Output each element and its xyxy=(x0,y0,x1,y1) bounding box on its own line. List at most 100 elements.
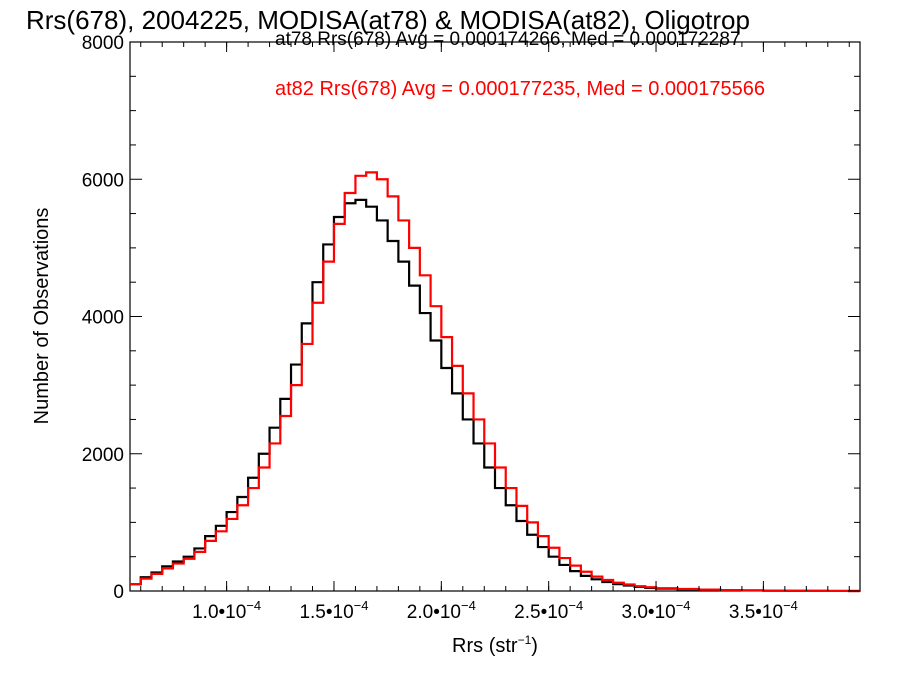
series-at82-point xyxy=(139,577,142,580)
series-at82-point xyxy=(504,487,507,489)
series-at82-point xyxy=(419,274,421,277)
series-at78-point xyxy=(204,535,206,537)
series-at82-point xyxy=(515,505,518,507)
x-tick-label-mantissa: 2.0•10 xyxy=(407,602,461,623)
series-at78-point xyxy=(365,205,367,208)
series-at82-point xyxy=(204,540,206,542)
series-at78-point xyxy=(215,525,217,527)
series-at78-point xyxy=(472,442,475,445)
series-at82-point xyxy=(365,171,367,174)
series-at82-point xyxy=(129,583,131,585)
x-axis-label-sup: −1 xyxy=(518,633,532,647)
series-at82-point xyxy=(236,504,239,507)
series-at82-point xyxy=(386,195,389,198)
series-at78-point xyxy=(494,487,496,489)
series-at78-point xyxy=(172,560,174,563)
x-tick-label-exponent: −4 xyxy=(246,598,261,613)
y-tick-label: 8000 xyxy=(82,33,124,54)
series-at82-point xyxy=(311,301,314,304)
x-axis-label-base: Rrs (str xyxy=(452,635,518,657)
series-at78-point xyxy=(419,312,421,314)
series-at78-point xyxy=(580,575,582,577)
series-at78-point xyxy=(569,570,571,572)
x-tick-label-exponent: −4 xyxy=(354,598,369,613)
series-at82-point xyxy=(644,586,647,589)
y-tick-label: 0 xyxy=(113,582,124,603)
series-at82-line xyxy=(130,171,860,593)
series-at78-point xyxy=(547,555,550,558)
series-at82-point xyxy=(182,557,185,560)
series-at82-point xyxy=(161,567,164,570)
x-tick-label: 3.0•10−4 xyxy=(622,598,691,623)
series-at78-point xyxy=(193,547,196,550)
series-at82-point xyxy=(580,570,582,573)
series-at78-point xyxy=(268,426,271,429)
series-at78-point xyxy=(429,339,432,342)
chart-title: Rrs(678), 2004225, MODISA(at78) & MODISA… xyxy=(26,5,750,35)
series-at82-point xyxy=(537,535,539,537)
x-tick-label: 2.0•10−4 xyxy=(407,598,476,623)
series-at82-point xyxy=(451,365,453,367)
series-at82-point xyxy=(376,178,378,181)
series-at78-point xyxy=(386,240,389,242)
series-at78-point xyxy=(537,546,539,548)
y-axis-label: Number of Observations xyxy=(31,208,53,425)
series-at78-point xyxy=(247,476,249,479)
series-at78-point xyxy=(408,284,410,287)
x-tick-label-mantissa: 1.0•10 xyxy=(192,602,246,623)
series-at82-point xyxy=(558,557,561,559)
series-at78-point xyxy=(279,398,282,400)
series-at78-point xyxy=(483,466,486,469)
series-at78-point xyxy=(258,452,260,455)
series-at82-point xyxy=(429,305,432,308)
y-tick-label: 6000 xyxy=(82,170,124,191)
series-at78-point xyxy=(311,281,314,283)
x-tick-label-exponent: −4 xyxy=(568,598,583,613)
series-at78-point xyxy=(590,578,593,581)
x-axis-label: Rrs (str−1) xyxy=(452,633,538,657)
series-at78-point xyxy=(376,219,378,222)
series-at78-point xyxy=(601,581,604,583)
y-tick-label: 4000 xyxy=(82,308,124,329)
series-at82-point xyxy=(247,487,249,489)
x-tick-label: 3.5•10−4 xyxy=(729,598,798,623)
series-at82-point xyxy=(483,442,486,445)
plot-frame xyxy=(129,41,861,592)
series-at82-point xyxy=(494,466,496,469)
series-at78-point xyxy=(354,199,357,201)
x-tick-label: 2.5•10−4 xyxy=(514,598,583,623)
series-at78-point xyxy=(440,367,443,369)
x-tick-label-mantissa: 1.5•10 xyxy=(299,602,353,623)
series-at78-point xyxy=(526,533,529,536)
series-at78-point xyxy=(290,363,292,366)
ticks-layer: 1.0•10−4 1.5•10−4 2.0•10−4 2.5•10−4 3.0•10−4… xyxy=(82,33,860,623)
series-at82-point xyxy=(590,575,593,578)
y-tick-label: 2000 xyxy=(82,445,124,466)
x-tick-label: 1.0•10−4 xyxy=(192,598,261,623)
series-at82-point xyxy=(569,564,571,567)
series-layer xyxy=(129,171,861,593)
series-at82-point xyxy=(354,175,357,177)
series-at82-point xyxy=(279,415,282,417)
series-at82-point xyxy=(322,260,325,263)
x-tick-label-mantissa: 3.5•10 xyxy=(729,602,783,623)
series-at82-point xyxy=(150,573,153,575)
series-at78-point xyxy=(182,555,185,558)
series-at82-point xyxy=(268,442,271,445)
series-at82-point xyxy=(258,466,260,469)
series-at82-point xyxy=(290,384,292,386)
series-at82-point xyxy=(343,192,346,194)
series-at78-point xyxy=(515,520,518,522)
x-tick-label-exponent: −4 xyxy=(676,598,691,613)
series-at82-point xyxy=(612,581,614,584)
series-at82-point xyxy=(225,518,228,520)
series-at82-point xyxy=(193,551,196,553)
series-at78-point xyxy=(333,216,335,218)
series-at78-point xyxy=(300,322,303,325)
series-at82-point xyxy=(397,219,400,222)
series-at82-point xyxy=(601,579,604,581)
series-at78-point xyxy=(461,418,464,421)
series-at82-point xyxy=(333,223,335,225)
series-at82-point xyxy=(547,546,550,549)
